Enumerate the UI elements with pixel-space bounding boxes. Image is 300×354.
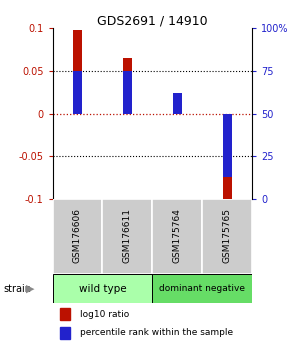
Bar <box>223 114 232 200</box>
Text: log10 ratio: log10 ratio <box>80 310 130 319</box>
Text: percentile rank within the sample: percentile rank within the sample <box>80 328 234 337</box>
Bar <box>102 199 152 274</box>
Bar <box>73 71 82 114</box>
Text: GSM176606: GSM176606 <box>73 207 82 263</box>
Text: wild type: wild type <box>79 284 126 294</box>
Text: GSM175765: GSM175765 <box>223 207 232 263</box>
Text: GSM176611: GSM176611 <box>123 207 132 263</box>
Bar <box>123 58 132 114</box>
Bar <box>61 308 70 320</box>
Bar <box>73 30 82 114</box>
Bar <box>52 199 102 274</box>
Bar <box>152 199 202 274</box>
Bar <box>123 71 132 114</box>
Bar <box>223 114 232 177</box>
Text: GSM175764: GSM175764 <box>173 208 182 263</box>
Bar <box>173 101 182 114</box>
Text: strain: strain <box>3 284 31 294</box>
Bar <box>52 274 152 303</box>
Title: GDS2691 / 14910: GDS2691 / 14910 <box>97 14 208 27</box>
Bar <box>152 274 252 303</box>
Bar <box>173 93 182 114</box>
Bar <box>61 326 70 338</box>
Bar <box>202 199 252 274</box>
Text: dominant negative: dominant negative <box>159 284 245 293</box>
Text: ▶: ▶ <box>26 284 34 294</box>
